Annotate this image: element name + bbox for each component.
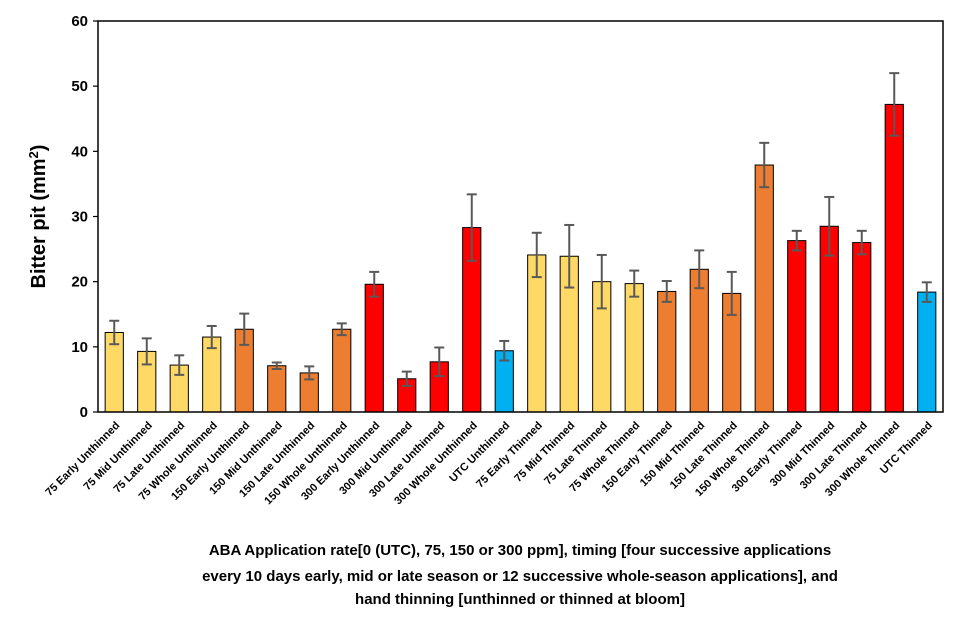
bar [852, 242, 872, 413]
y-tick-label: 10 [71, 339, 88, 356]
bar [527, 254, 547, 413]
y-tick-label: 30 [71, 209, 88, 226]
bar [364, 283, 384, 413]
x-axis-label: ABA Application rate[0 (UTC), 75, 150 or… [202, 542, 838, 608]
y-axis-label-end: ) [28, 145, 50, 152]
y-tick-label: 60 [71, 13, 88, 30]
bar [917, 291, 937, 413]
y-tick-label: 50 [71, 78, 88, 95]
y-axis-label-superscript: 2 [26, 151, 41, 158]
plot-area-frame [97, 20, 944, 413]
y-axis-label-main: Bitter pit (mm [28, 158, 50, 288]
bar [624, 283, 644, 413]
bar [267, 365, 287, 413]
y-tick-label: 0 [80, 404, 88, 421]
y-axis-label: Bitter pit (mm2) [26, 145, 51, 289]
bars-layer [104, 103, 937, 413]
bar [332, 328, 352, 413]
bar [884, 103, 904, 413]
y-tick-label: 20 [71, 274, 88, 291]
x-axis-label-line: hand thinning [unthinned or thinned at b… [355, 591, 685, 608]
bar [787, 240, 807, 413]
bar [754, 164, 774, 413]
x-axis-label-line: ABA Application rate[0 (UTC), 75, 150 or… [209, 542, 831, 559]
y-tick-label: 40 [71, 143, 88, 160]
error-bars-layer [109, 72, 932, 387]
bar [657, 290, 677, 413]
x-axis-label-line: every 10 days early, mid or late season … [202, 568, 838, 585]
bar [689, 268, 709, 413]
y-axis-ticks: 0 10 20 30 40 50 60 [71, 13, 98, 421]
